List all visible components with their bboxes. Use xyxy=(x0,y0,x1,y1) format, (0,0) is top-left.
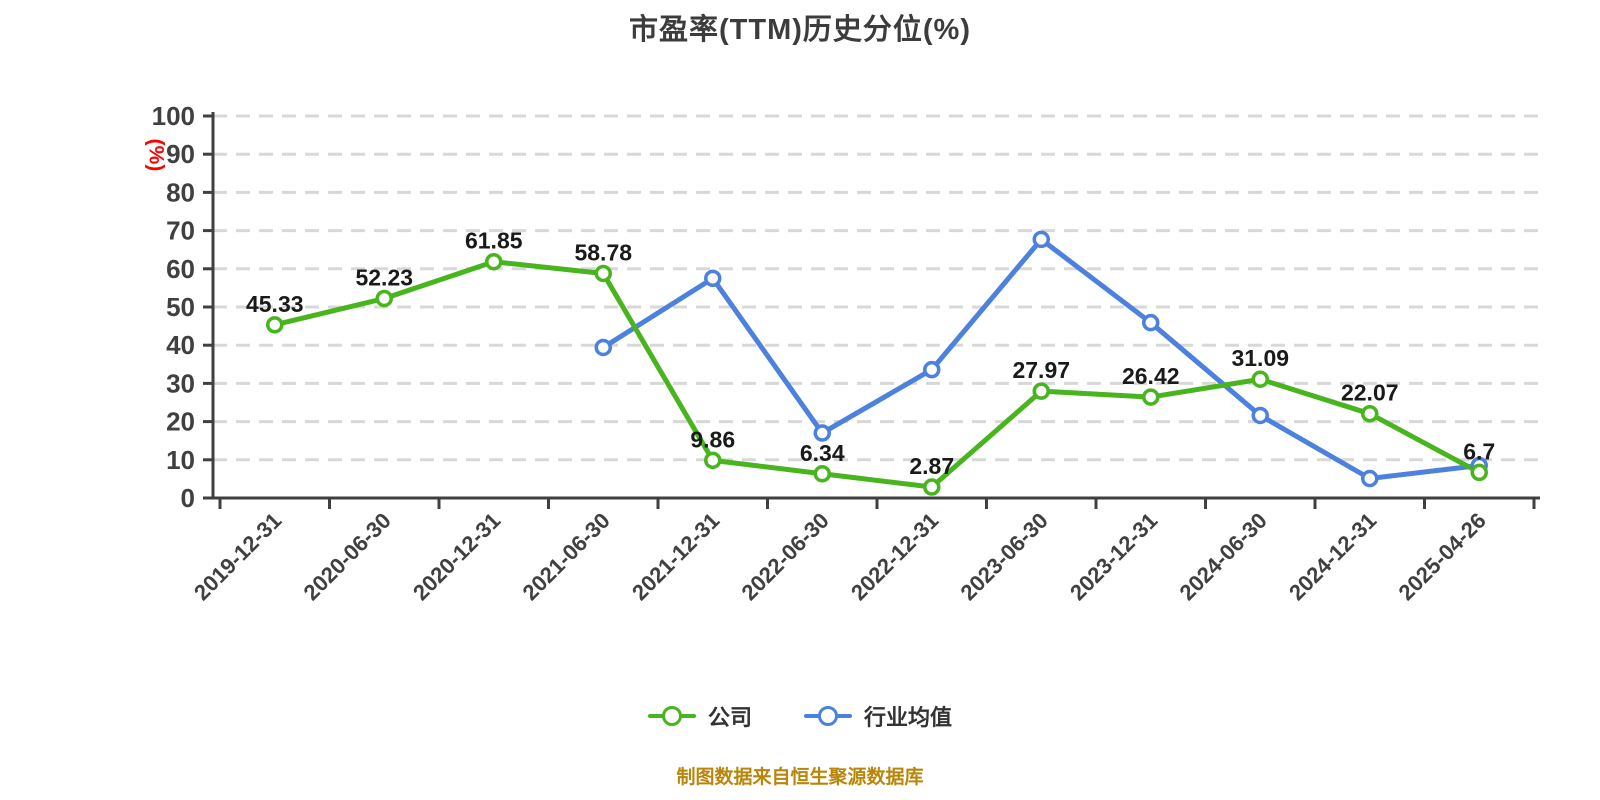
data-point-label: 6.7 xyxy=(1463,438,1495,464)
x-tick-label: 2023-12-31 xyxy=(1065,508,1162,605)
chart-title: 市盈率(TTM)历史分位(%) xyxy=(628,14,971,46)
industry-data-point[interactable] xyxy=(1032,230,1050,249)
legend-label-company: 公司 xyxy=(707,705,752,730)
industry-data-point[interactable] xyxy=(923,360,941,379)
industry-data-point[interactable] xyxy=(594,338,612,357)
industry-data-point[interactable] xyxy=(1142,313,1160,332)
company-data-point[interactable] xyxy=(1251,370,1269,388)
industry-data-point[interactable] xyxy=(1251,406,1269,425)
x-tick-label: 2019-12-31 xyxy=(189,508,286,605)
industry-data-point[interactable] xyxy=(704,269,722,288)
legend-item-industry-average[interactable]: 行业均值 xyxy=(804,700,952,732)
data-point-label: 52.23 xyxy=(355,264,413,290)
data-point-label: 22.07 xyxy=(1341,380,1399,406)
data-point-label: 61.85 xyxy=(465,228,523,254)
y-tick-label: 0 xyxy=(181,483,195,513)
x-tick-label: 2023-06-30 xyxy=(956,508,1053,605)
y-tick-label: 80 xyxy=(166,177,195,207)
company-data-point[interactable] xyxy=(1361,404,1379,423)
data-point-label: 26.42 xyxy=(1122,363,1180,389)
legend-label-industry-average: 行业均值 xyxy=(864,705,953,730)
y-tick-label: 70 xyxy=(166,216,195,246)
data-point-label: 45.33 xyxy=(246,291,304,317)
data-point-label: 31.09 xyxy=(1231,345,1289,371)
company-data-point[interactable] xyxy=(375,289,393,308)
company-series-line xyxy=(272,259,1482,490)
company-data-point[interactable] xyxy=(1470,463,1488,482)
y-tick-label: 30 xyxy=(166,368,195,398)
y-tick-label: 10 xyxy=(166,445,195,475)
x-tick-label: 2022-06-30 xyxy=(737,508,834,605)
company-data-point[interactable] xyxy=(923,478,941,496)
company-data-point[interactable] xyxy=(704,451,722,470)
y-tick-label: 40 xyxy=(166,330,195,360)
source-note: 制图数据来自恒生聚源数据库 xyxy=(676,767,924,788)
x-tick-label: 2020-12-31 xyxy=(408,508,505,605)
y-tick-label: 50 xyxy=(166,292,195,322)
company-series-marker-icon xyxy=(647,705,696,727)
company-data-point[interactable] xyxy=(266,316,284,334)
legend: 公司 行业均值 xyxy=(0,700,1600,732)
x-tick-label: 2025-04-26 xyxy=(1394,508,1491,605)
industry-data-point[interactable] xyxy=(1361,469,1379,488)
y-tick-label: 60 xyxy=(166,254,195,284)
x-tick-label: 2021-12-31 xyxy=(627,508,724,605)
x-tick-label: 2024-12-31 xyxy=(1284,508,1381,605)
x-tick-label: 2024-06-30 xyxy=(1175,508,1272,605)
company-data-point[interactable] xyxy=(813,465,831,483)
data-point-label: 27.97 xyxy=(1012,357,1070,383)
industry-series-marker-icon xyxy=(804,705,852,727)
y-tick-label: 20 xyxy=(166,407,195,437)
data-point-label: 2.87 xyxy=(909,453,954,479)
data-point-label: 9.86 xyxy=(690,426,735,452)
y-tick-label: 90 xyxy=(166,139,195,169)
industry-data-point[interactable] xyxy=(813,424,831,442)
x-tick-label: 2020-06-30 xyxy=(299,508,396,605)
legend-item-company[interactable]: 公司 xyxy=(647,700,752,732)
company-data-point[interactable] xyxy=(1142,388,1160,406)
x-tick-label: 2022-12-31 xyxy=(846,508,943,605)
data-point-label: 6.34 xyxy=(800,440,845,466)
company-data-point[interactable] xyxy=(485,252,503,271)
y-tick-label: 100 xyxy=(152,101,195,131)
data-point-label: 58.78 xyxy=(574,239,632,265)
x-tick-label: 2021-06-30 xyxy=(518,508,615,605)
company-data-point[interactable] xyxy=(594,264,612,283)
company-data-point[interactable] xyxy=(1032,382,1050,400)
